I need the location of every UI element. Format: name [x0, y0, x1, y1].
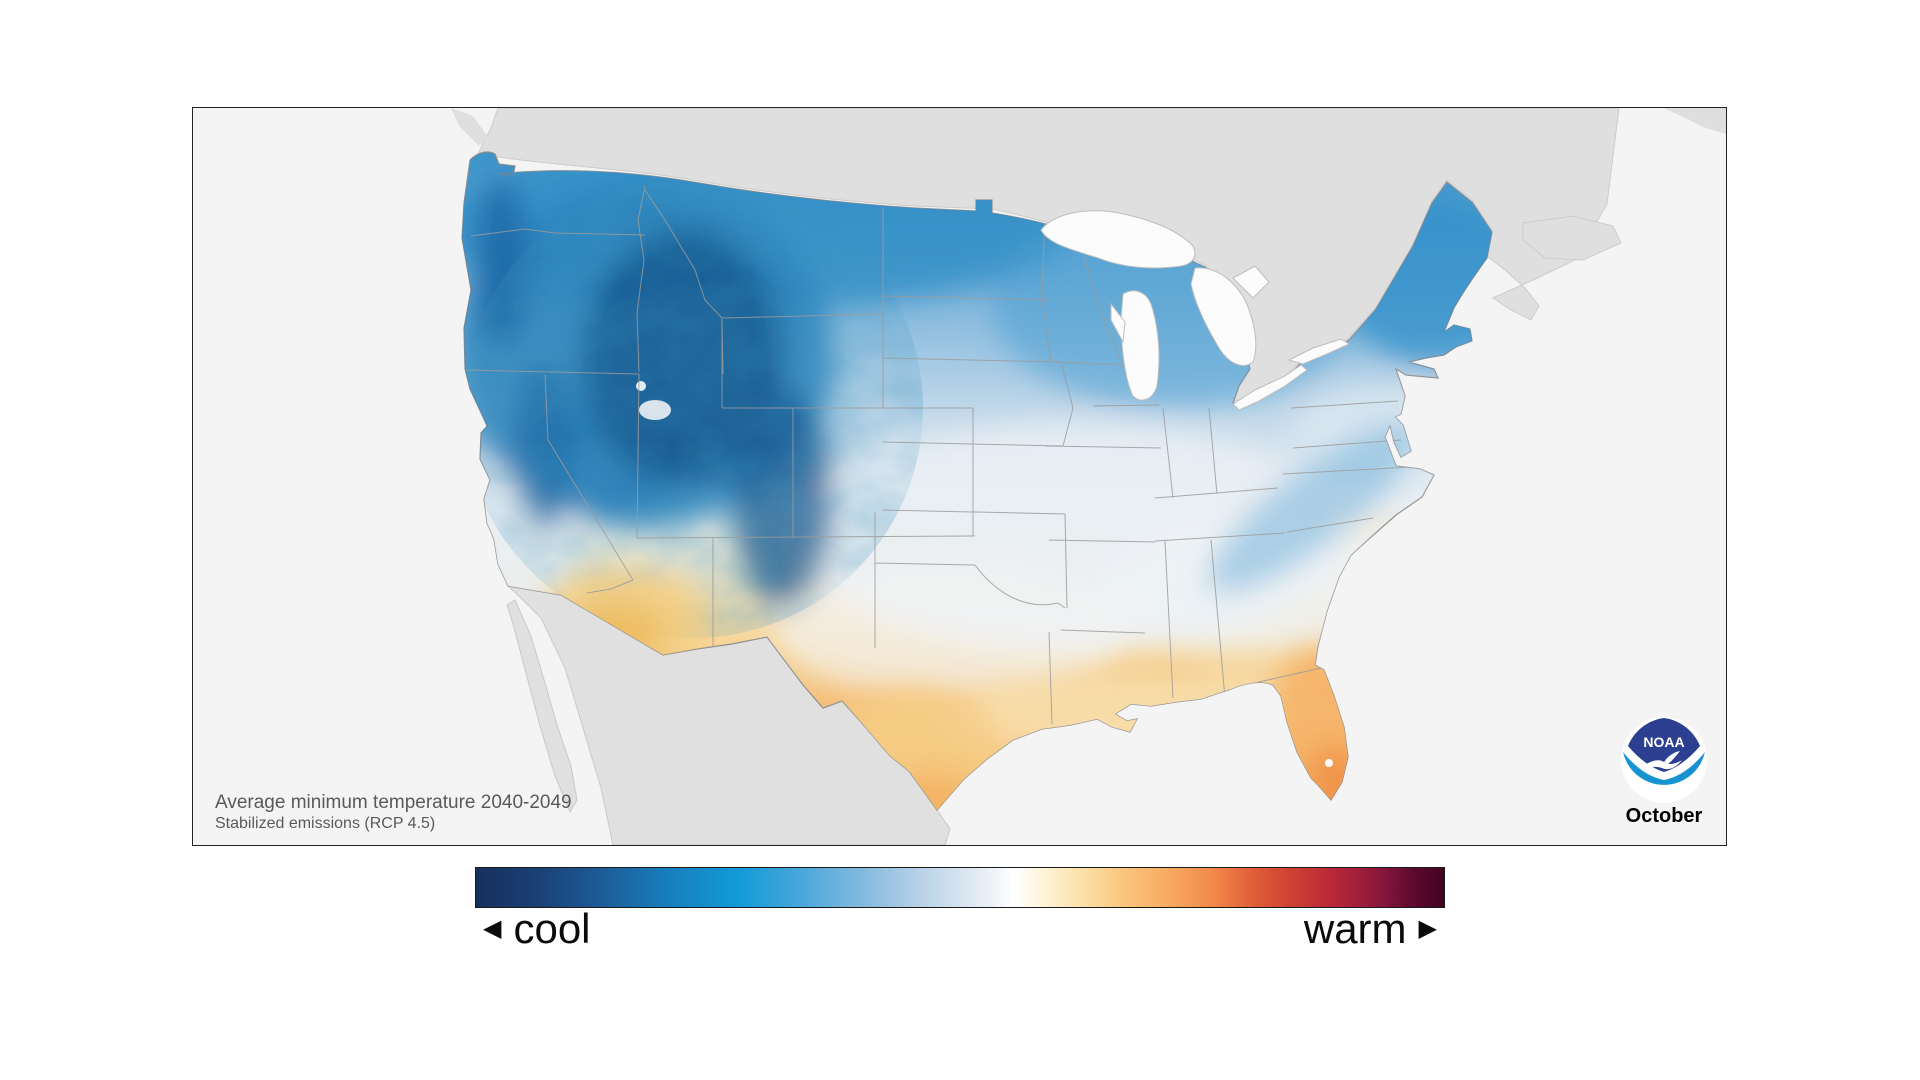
nova-scotia — [1522, 215, 1622, 261]
warm-arrow-icon: ▶ — [1418, 915, 1437, 942]
legend-cool: ◀ cool — [483, 905, 591, 953]
lake-superior — [1040, 210, 1196, 269]
map-caption: Average minimum temperature 2040-2049 St… — [215, 792, 572, 834]
georgian-bay — [1232, 265, 1270, 299]
lake-huron — [1190, 267, 1257, 366]
great-lakes — [1040, 210, 1351, 411]
warm-label: warm — [1303, 905, 1407, 952]
cool-arrow-icon: ◀ — [483, 915, 502, 942]
lake-erie — [1232, 364, 1308, 411]
caption-line1: Average minimum temperature 2040-2049 — [215, 792, 572, 813]
month-label: October — [1625, 805, 1703, 827]
map-panel: Average minimum temperature 2040-2049 St… — [192, 107, 1727, 846]
cool-label: cool — [513, 905, 591, 952]
prince-edward-island — [1523, 200, 1563, 210]
caption-line2: Stabilized emissions (RCP 4.5) — [215, 815, 436, 832]
noaa-logo-block: NOAA October — [1620, 716, 1708, 828]
lake-okeechobee — [1325, 759, 1333, 767]
noaa-logo-icon: NOAA — [1621, 717, 1707, 803]
temperature-colorbar — [475, 867, 1445, 908]
lake-michigan — [1120, 290, 1160, 401]
baja-california — [506, 599, 578, 814]
state-boundaries — [464, 185, 1430, 725]
legend-warm: warm ▶ — [1304, 905, 1437, 953]
vancouver-island — [451, 108, 489, 146]
great-salt-lake — [639, 400, 671, 420]
newfoundland-corner — [1663, 108, 1726, 134]
us-temperature-map — [451, 108, 1726, 845]
noaa-logo-text: NOAA — [1643, 734, 1684, 750]
yellowstone-lake — [636, 381, 646, 391]
temperature-field — [462, 152, 1492, 810]
green-bay — [1110, 302, 1126, 344]
lake-ontario — [1287, 338, 1351, 365]
